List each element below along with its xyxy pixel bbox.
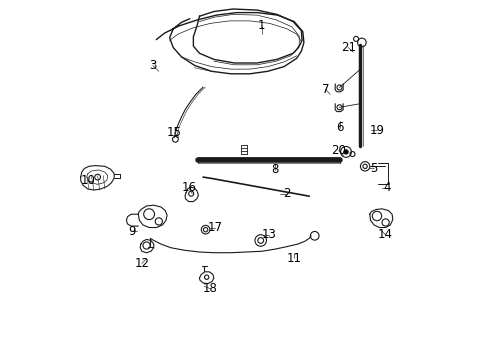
- Text: 5: 5: [369, 162, 377, 175]
- Text: 17: 17: [207, 221, 222, 234]
- Text: 4: 4: [382, 181, 389, 194]
- Text: 10: 10: [81, 174, 95, 187]
- Text: 7: 7: [321, 83, 328, 96]
- Text: 9: 9: [128, 225, 136, 238]
- Text: 12: 12: [134, 257, 149, 270]
- Text: 1: 1: [258, 19, 265, 32]
- Text: 20: 20: [331, 144, 346, 157]
- Circle shape: [343, 150, 347, 154]
- Text: 18: 18: [203, 282, 217, 295]
- Text: 11: 11: [286, 252, 301, 265]
- Text: 19: 19: [369, 124, 384, 137]
- Text: 8: 8: [271, 163, 278, 176]
- Text: 21: 21: [340, 41, 355, 54]
- Text: 6: 6: [335, 121, 343, 134]
- Text: 15: 15: [166, 126, 182, 139]
- Text: 14: 14: [377, 228, 392, 241]
- Text: 16: 16: [181, 181, 196, 194]
- Text: 13: 13: [261, 228, 276, 241]
- Text: 2: 2: [283, 187, 290, 200]
- Text: 3: 3: [149, 59, 156, 72]
